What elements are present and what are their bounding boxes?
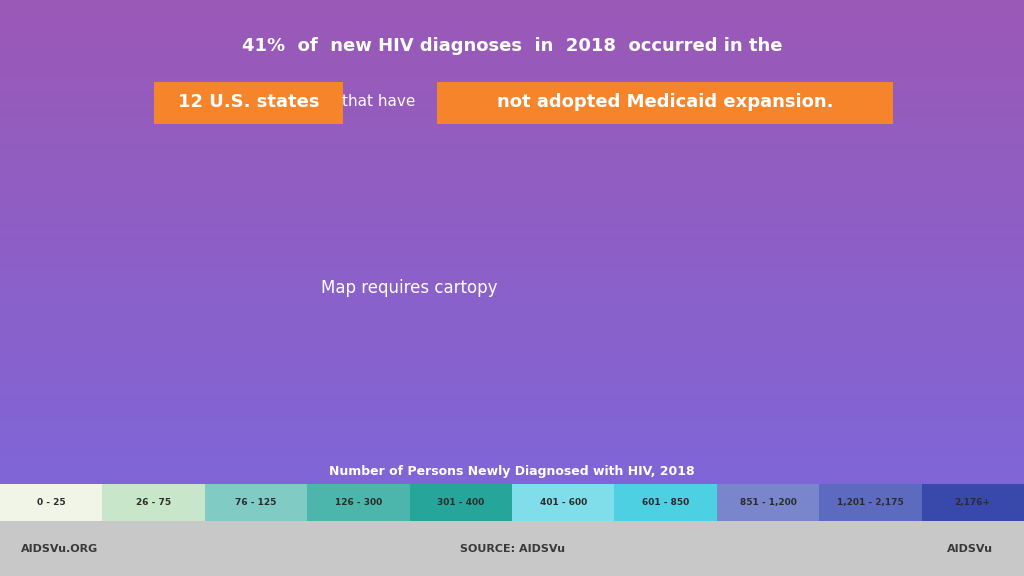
Bar <box>922 484 1024 521</box>
Bar <box>717 484 819 521</box>
Bar <box>0 521 1024 576</box>
Text: 1,201 - 2,175: 1,201 - 2,175 <box>837 498 904 507</box>
Text: 0 - 25: 0 - 25 <box>37 498 66 507</box>
Text: AIDSVu: AIDSVu <box>947 544 993 554</box>
Bar <box>0 484 102 521</box>
Bar <box>102 484 205 521</box>
Bar <box>410 484 512 521</box>
Text: AIDSVu.ORG: AIDSVu.ORG <box>20 544 97 554</box>
Text: 851 - 1,200: 851 - 1,200 <box>739 498 797 507</box>
Text: that have: that have <box>342 94 416 109</box>
Text: Number of Persons Newly Diagnosed with HIV, 2018: Number of Persons Newly Diagnosed with H… <box>329 465 695 478</box>
Bar <box>819 484 922 521</box>
Text: 601 - 850: 601 - 850 <box>642 498 689 507</box>
Text: SOURCE: AIDSVu: SOURCE: AIDSVu <box>460 544 564 554</box>
Text: 12 U.S. states: 12 U.S. states <box>178 93 319 111</box>
Text: Map requires cartopy: Map requires cartopy <box>322 279 498 297</box>
Text: 26 - 75: 26 - 75 <box>136 498 171 507</box>
Bar <box>512 484 614 521</box>
Text: 401 - 600: 401 - 600 <box>540 498 587 507</box>
Bar <box>307 484 410 521</box>
Bar <box>205 484 307 521</box>
Text: 2,176+: 2,176+ <box>954 498 991 507</box>
FancyBboxPatch shape <box>154 82 343 124</box>
Text: 76 - 125: 76 - 125 <box>236 498 276 507</box>
Text: 301 - 400: 301 - 400 <box>437 498 484 507</box>
Text: 126 - 300: 126 - 300 <box>335 498 382 507</box>
Text: 41%  of  new HIV diagnoses  in  2018  occurred in the: 41% of new HIV diagnoses in 2018 occurre… <box>242 37 782 55</box>
Bar <box>614 484 717 521</box>
Text: not adopted Medicaid expansion.: not adopted Medicaid expansion. <box>498 93 834 111</box>
FancyBboxPatch shape <box>437 82 893 124</box>
